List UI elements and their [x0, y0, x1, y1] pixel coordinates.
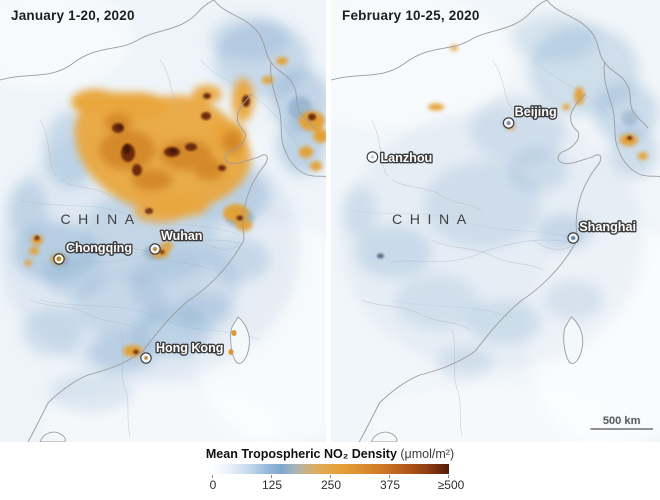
taiwan-hotspots [228, 330, 237, 355]
legend-tick-mark [271, 475, 272, 478]
map-panel-january: CHINA Chongqing Wuhan Hong Kong January … [0, 0, 326, 442]
scale-bar-label: 500 km [603, 415, 641, 427]
february-map: CHINA Lanzhou Beijing Shanghai [331, 0, 660, 442]
legend-tick-label: 250 [320, 478, 342, 492]
legend-colorbar [212, 464, 449, 474]
legend-tick-label: 375 [379, 478, 401, 492]
legend-tick-mark [330, 475, 331, 478]
city-marker-hong-kong: Hong Kong [140, 340, 225, 364]
city-label-beijing: Beijing [515, 105, 557, 119]
legend-tick-label: 0 [209, 478, 217, 492]
map-panel-february: CHINA Lanzhou Beijing Shanghai [331, 0, 660, 442]
legend-tick-label: 125 [261, 478, 283, 492]
city-marker-beijing: Beijing [502, 104, 558, 129]
city-marker-shanghai: Shanghai [567, 219, 637, 244]
scale-bar: 500 km [590, 414, 653, 430]
legend-tick-mark [389, 475, 390, 478]
city-label-chongqing: Chongqing [66, 241, 132, 255]
january-panel-title: January 1-20, 2020 [11, 8, 135, 23]
january-map: CHINA Chongqing Wuhan Hong Kong [0, 0, 326, 442]
legend-tick-label: ≥500 [437, 478, 465, 492]
city-marker-lanzhou: Lanzhou [366, 150, 434, 166]
region-label-china: CHINA [60, 211, 141, 227]
legend-title-text: Mean Tropospheric NO₂ Density [205, 447, 397, 461]
no2-hotspots [376, 136, 633, 259]
city-marker-wuhan: Wuhan [149, 228, 204, 255]
city-label-hong-kong: Hong Kong [156, 341, 223, 355]
february-panel-title: February 10-25, 2020 [342, 8, 480, 23]
no2-blue-regions [341, 14, 658, 378]
no2-hotspot-cores [117, 125, 177, 154]
legend-title: Mean Tropospheric NO₂ Density (μmol/m²) [0, 447, 660, 461]
legend-tick-mark [212, 475, 213, 478]
region-label-china: CHINA [392, 211, 474, 227]
city-label-lanzhou: Lanzhou [380, 151, 432, 165]
legend-unit: (μmol/m²) [400, 447, 455, 461]
legend: Mean Tropospheric NO₂ Density (μmol/m²) … [0, 442, 660, 500]
city-label-wuhan: Wuhan [161, 229, 202, 243]
no2-blue-veins [351, 59, 645, 319]
city-marker-chongqing: Chongqing [53, 240, 133, 265]
legend-tick-mark [448, 475, 449, 478]
city-label-shanghai: Shanghai [579, 220, 636, 234]
